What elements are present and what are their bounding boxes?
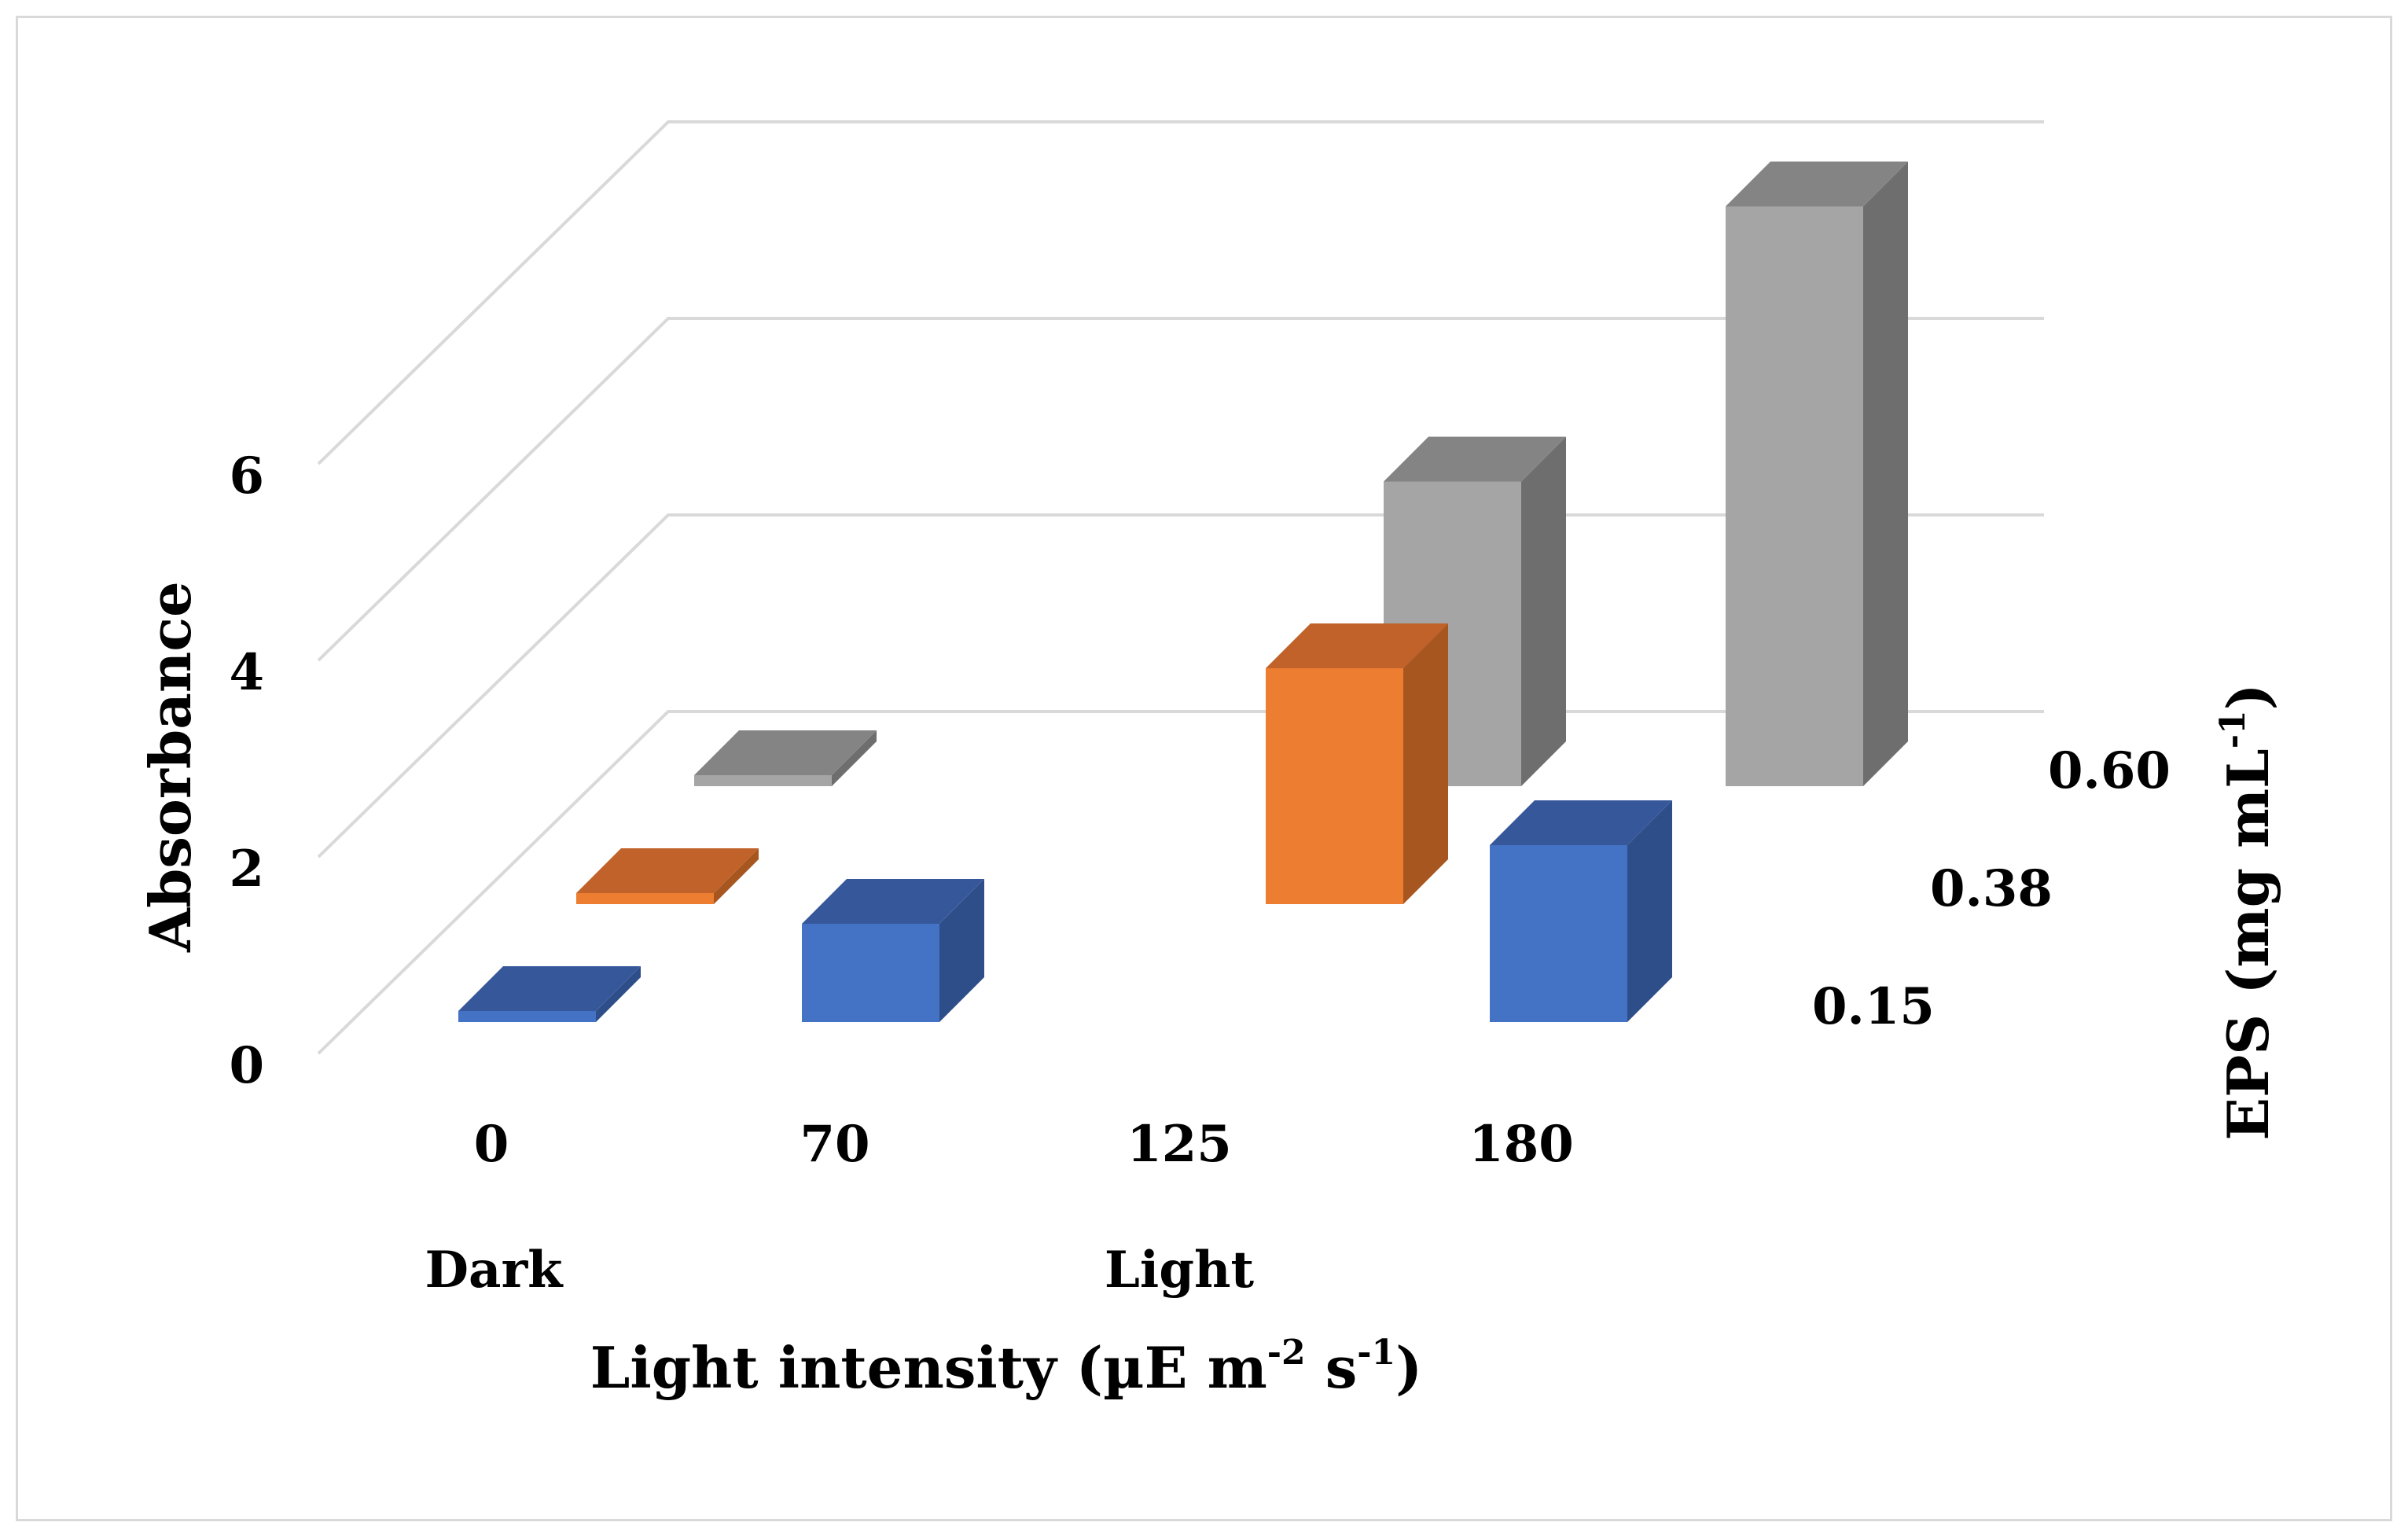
bar-top: [694, 730, 877, 775]
y-axis-title: Absorbance: [137, 581, 204, 953]
series-label-0.15: 0.15: [1812, 977, 1935, 1036]
bar-front: [576, 893, 714, 904]
bar-side: [1863, 161, 1908, 786]
gridline-0: [317, 710, 2044, 1055]
bar-top: [1490, 800, 1672, 845]
bar-0.15-70: [802, 879, 984, 1022]
bar-0.15-0: [458, 966, 641, 1022]
gridline-6: [317, 120, 2044, 465]
bar-side: [832, 730, 877, 786]
x-tick-0: 0: [474, 1115, 509, 1174]
x-tick-180: 180: [1469, 1115, 1574, 1174]
bar-side: [1521, 436, 1566, 786]
x-group-dark: Dark: [425, 1241, 564, 1300]
chart-frame: [16, 16, 2392, 1521]
bar-side: [596, 966, 641, 1022]
bar-front: [1490, 845, 1627, 1022]
bar-top: [802, 879, 984, 924]
bar-0.38-125: [1266, 623, 1448, 904]
bar-front: [802, 924, 939, 1022]
gridlines: [317, 120, 2044, 1055]
series-label-0.60: 0.60: [2048, 741, 2171, 800]
x-axis-title: Light intensity (µE m-2 s-1): [590, 1333, 1423, 1401]
bar-front: [1726, 206, 1863, 786]
bar-0.60-180: [1726, 161, 1908, 786]
bar-top: [1266, 623, 1448, 668]
bar-side: [939, 879, 984, 1022]
bars: [458, 161, 1908, 1022]
bar-front: [458, 1011, 596, 1022]
bar-top: [1726, 161, 1908, 207]
gridline-2: [317, 513, 2044, 859]
gridline-4: [317, 317, 2044, 662]
bar-top: [576, 848, 759, 893]
y-tick-0: 0: [229, 1036, 264, 1095]
x-tick-70: 70: [800, 1115, 869, 1174]
z-axis-title: EPS (mg mL-1): [2213, 683, 2281, 1141]
y-tick-2: 2: [229, 840, 264, 899]
bar-front: [694, 775, 832, 786]
series-label-0.38: 0.38: [1930, 859, 2053, 918]
bar-side: [1627, 800, 1672, 1022]
bar-side: [714, 848, 759, 904]
bar-top: [458, 966, 641, 1011]
bar-0.15-180: [1490, 800, 1672, 1022]
x-tick-125: 125: [1127, 1115, 1232, 1174]
y-tick-4: 4: [229, 643, 264, 702]
bar-top: [1384, 436, 1566, 482]
bar-side: [1403, 623, 1448, 904]
bar-0.38-0: [576, 848, 759, 904]
bar-front: [1266, 668, 1403, 904]
y-tick-6: 6: [229, 447, 264, 506]
x-group-light: Light: [1105, 1241, 1255, 1300]
bar-0.60-0: [694, 730, 877, 786]
